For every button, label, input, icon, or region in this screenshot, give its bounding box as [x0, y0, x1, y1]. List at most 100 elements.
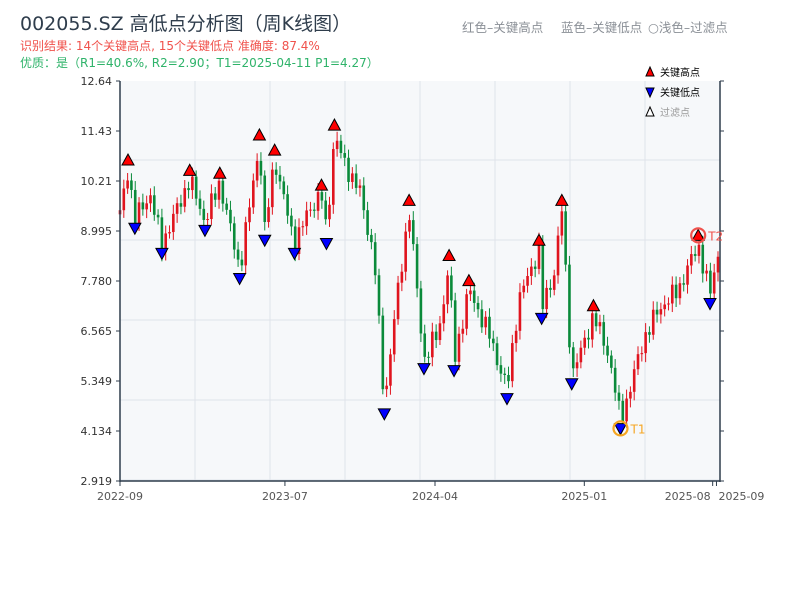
candle-body [191, 176, 194, 191]
candle-body [404, 231, 407, 272]
candle-body [556, 235, 560, 276]
candle-body [232, 223, 236, 250]
candle-body [686, 265, 689, 285]
key-high-marker [586, 298, 601, 312]
candle-body [255, 160, 259, 181]
candle-body [396, 282, 400, 320]
key-high-marker [442, 248, 456, 262]
annotation-label-t1: T1 [629, 422, 645, 436]
candle-body [629, 391, 632, 399]
y-tick-label: 2.919 [81, 475, 113, 488]
key-low-marker [703, 298, 717, 311]
candle-body [286, 194, 289, 216]
x-tick-label: 2025-09 [718, 490, 764, 503]
candle-body [141, 202, 145, 210]
quality-text: 优质：是（R1=40.6%, R2=2.90；T1=2025-04-11 P1=… [20, 56, 379, 70]
candle-body [183, 188, 187, 207]
candle-body [400, 271, 404, 283]
candle-body [347, 157, 350, 182]
key-high-marker [402, 193, 416, 206]
candle-body [168, 232, 171, 234]
candle-body [290, 215, 293, 227]
candle-body [613, 367, 617, 393]
candle-body [488, 316, 491, 339]
candle-body [457, 333, 461, 362]
candle-body [701, 244, 705, 274]
key-low-marker [613, 423, 628, 436]
key-low-marker [417, 363, 431, 376]
hint-filtered: ○浅色–过滤点 [648, 20, 728, 35]
annotation-label-t2: T2 [707, 229, 723, 243]
candle-body [587, 337, 590, 340]
legend-label-2: 过滤点 [660, 106, 690, 119]
candle-body [579, 347, 583, 363]
candle-body [522, 285, 526, 293]
candle-body [271, 169, 274, 208]
candle-body [244, 222, 247, 266]
candle-body [560, 211, 564, 236]
candle-body [324, 200, 327, 220]
candle-body [636, 354, 640, 370]
candle-body [229, 209, 232, 224]
candle-body [278, 174, 282, 182]
candle-body [655, 309, 659, 315]
candle-body [518, 292, 522, 331]
candle-body [198, 198, 202, 209]
candle-body [571, 347, 575, 369]
candle-body [537, 241, 541, 269]
candle-body [621, 400, 625, 422]
candle-body [122, 188, 126, 211]
candle-body [690, 254, 693, 266]
key-low-marker [128, 222, 142, 236]
x-tick-label: 2022-09 [97, 490, 143, 503]
candle-body [499, 365, 503, 374]
candle-body [248, 207, 251, 223]
candle-body [640, 353, 644, 355]
key-high-marker [314, 178, 329, 191]
candle-body [617, 392, 621, 401]
key-low-marker [564, 378, 579, 391]
candle-body [461, 328, 465, 334]
x-tick-label: 2023-07 [262, 490, 308, 503]
candle-body [450, 275, 453, 301]
candle-body [705, 270, 708, 274]
candle-body [697, 244, 701, 256]
candle-body [187, 188, 190, 191]
candle-body [210, 193, 213, 220]
candle-body [453, 300, 457, 362]
candle-body [320, 192, 324, 201]
key-high-marker [252, 127, 267, 141]
key-high-marker [212, 166, 227, 179]
candle-body [602, 322, 606, 346]
candle-body [533, 266, 537, 269]
candle-body [381, 315, 385, 390]
candle-body [160, 217, 164, 253]
candle-body [305, 210, 308, 227]
candle-body [644, 332, 647, 354]
candle-body [648, 332, 651, 335]
candle-body [434, 331, 438, 341]
candle-body [591, 313, 594, 340]
key-low-marker [447, 365, 461, 378]
candle-body [335, 140, 339, 150]
candle-body [659, 309, 663, 315]
candle-body [507, 374, 510, 382]
candle-body [480, 309, 484, 328]
y-tick-label: 6.565 [81, 325, 113, 338]
candle-body [297, 227, 301, 255]
candle-body [693, 254, 697, 256]
legend-marker-2 [645, 105, 655, 117]
y-tick-label: 4.134 [81, 425, 113, 438]
y-tick-label: 7.780 [81, 275, 113, 288]
candle-body [438, 323, 442, 341]
candle-body [194, 176, 198, 199]
candle-body [423, 333, 427, 357]
candle-body [202, 208, 206, 220]
x-tick-label: 2024-04 [412, 490, 458, 503]
candle-body [282, 181, 286, 195]
candle-body [568, 264, 571, 348]
candle-body [606, 345, 609, 356]
candle-body [217, 180, 221, 200]
